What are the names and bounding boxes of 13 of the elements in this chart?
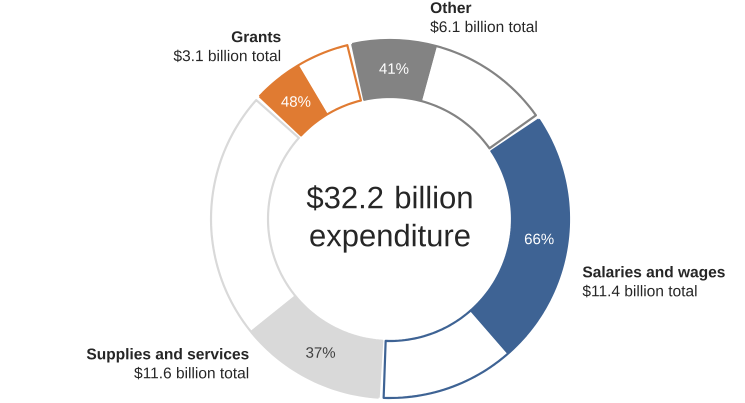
- text: $6.1 billion total: [430, 20, 537, 34]
- slice-label: Other: [430, 2, 472, 14]
- text: $11.4 billion total: [582, 284, 696, 298]
- text: $32.2 billion expenditure: [306, 185, 472, 253]
- text: $11.6 billion total: [134, 366, 248, 380]
- text: $3.1 billion total: [174, 50, 280, 62]
- slice-label: Supplies and services: [86, 348, 249, 363]
- slice-label: Salaries and wages: [582, 266, 725, 281]
- text: 48%: [281, 96, 310, 107]
- text: 37%: [306, 347, 336, 358]
- text: 41%: [379, 63, 408, 74]
- slice-label: Grants: [232, 31, 281, 42]
- text: 66%: [524, 234, 554, 244]
